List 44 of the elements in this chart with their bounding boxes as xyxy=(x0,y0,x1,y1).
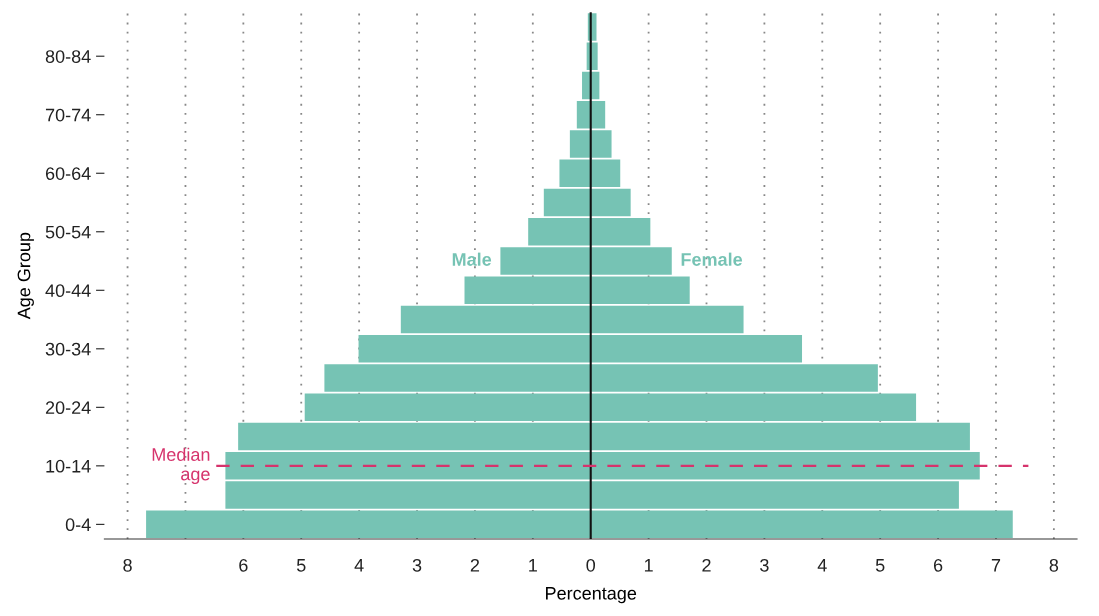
y-tick-label: 70-74 xyxy=(45,108,91,122)
bar xyxy=(543,188,591,217)
x-tick-label: 0 xyxy=(586,558,596,572)
x-tick-label: 6 xyxy=(933,558,943,572)
bar xyxy=(464,276,591,305)
x-tick-label: 7 xyxy=(991,559,1001,572)
y-tick-label: 40-44 xyxy=(45,284,91,298)
y-tick-label: 10-14 xyxy=(46,459,91,473)
x-tick-label: 3 xyxy=(412,558,422,572)
x-tick-label: 2 xyxy=(470,558,480,572)
bar xyxy=(590,510,1013,539)
series-label: Female xyxy=(681,252,743,266)
bar xyxy=(582,71,591,100)
y-tick-label: 20-24 xyxy=(45,401,91,415)
y-tick-label: 30-34 xyxy=(45,342,91,356)
x-tick-label: 4 xyxy=(817,559,827,572)
x-tick-label: 1 xyxy=(644,559,653,572)
bar xyxy=(576,100,591,129)
bar xyxy=(146,510,591,539)
y-tick-label: 50-54 xyxy=(45,225,91,239)
bar xyxy=(590,422,970,451)
x-axis-title: Percentage xyxy=(546,587,637,604)
x-tick-label: 5 xyxy=(296,559,306,572)
y-tick-label: 80-84 xyxy=(45,50,91,63)
bar xyxy=(590,393,917,422)
y-axis-title: Age Group xyxy=(17,232,34,320)
x-tick-label: 2 xyxy=(702,558,711,572)
bar xyxy=(304,393,591,422)
x-tick-label: 8 xyxy=(123,558,132,572)
bar xyxy=(590,305,744,334)
bar xyxy=(238,422,591,451)
x-tick-label: 4 xyxy=(354,559,364,572)
ref-line-label: Median age xyxy=(152,447,210,484)
x-tick-label: 6 xyxy=(239,558,248,572)
x-tick-label: 5 xyxy=(875,559,885,572)
bar xyxy=(400,305,591,334)
y-tick-label: 60-64 xyxy=(45,167,91,180)
x-tick-label: 8 xyxy=(1049,558,1059,572)
bar xyxy=(590,276,690,305)
series-label: Male xyxy=(452,252,492,266)
bar xyxy=(590,188,631,217)
y-tick-label: 0-4 xyxy=(65,518,91,532)
x-tick-label: 3 xyxy=(760,558,769,572)
x-tick-label: 1 xyxy=(529,559,537,572)
